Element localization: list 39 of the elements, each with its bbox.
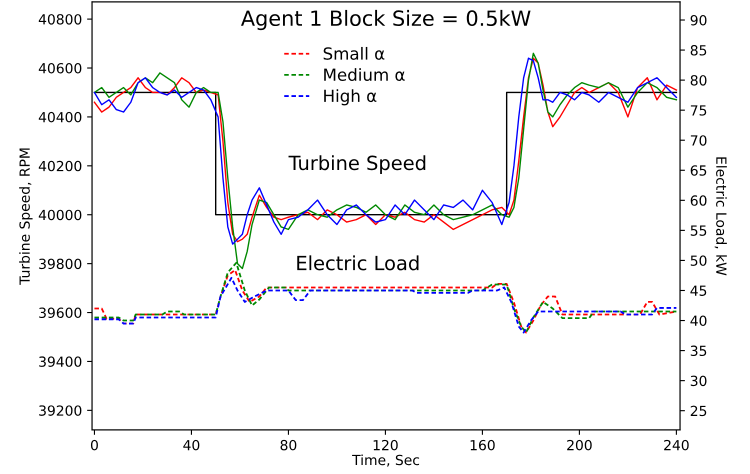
x-tick-label: 240: [664, 440, 689, 450]
y-tick-label: 40800: [38, 14, 82, 25]
x-tick-label: 40: [183, 440, 200, 450]
chart-title: Agent 1 Block Size = 0.5kW: [240, 10, 531, 30]
y2-axis-title: Electric Load, kW: [714, 157, 727, 276]
y2-tick-label: 90: [690, 14, 706, 26]
x-tick-label: 0: [90, 440, 98, 450]
y-tick-label: 39600: [39, 308, 82, 318]
y2-tick-label: 80: [690, 75, 706, 86]
y-tick-label: 40000: [38, 210, 82, 220]
y-tick-label: 39800: [39, 258, 82, 270]
y2-tick-label: 25: [690, 406, 706, 416]
x-tick-label: 120: [374, 440, 398, 450]
y-tick-label: 40400: [38, 112, 82, 122]
y2-tick-label: 55: [690, 226, 706, 236]
y-tick-label: 39200: [39, 405, 82, 416]
x-tick-label: 80: [280, 440, 296, 450]
y2-tick-label: 85: [690, 45, 706, 56]
y-tick-label: 40600: [38, 62, 82, 74]
y2-tick-label: 40: [690, 316, 706, 326]
y2-tick-label: 70: [690, 135, 706, 146]
y2-tick-label: 60: [690, 195, 706, 206]
y2-tick-label: 30: [690, 376, 706, 386]
x-axis-title: Time, Sec: [352, 454, 420, 467]
y-tick-label: 40200: [38, 160, 82, 172]
y2-tick-label: 75: [690, 105, 706, 116]
y-tick-label: 39400: [39, 356, 82, 367]
y2-tick-label: 35: [690, 346, 706, 356]
x-tick-label: 160: [470, 440, 495, 450]
legend-label: Small α: [324, 46, 384, 60]
y2-tick-label: 50: [690, 255, 706, 266]
legend-label: High α: [324, 89, 376, 106]
legend-label: Medium α: [324, 68, 405, 81]
y-axis-title: Turbine Speed, RPM: [19, 148, 33, 285]
y2-tick-label: 65: [690, 165, 706, 176]
x-tick-label: 200: [567, 440, 592, 450]
annotation: Turbine Speed: [288, 155, 426, 174]
annotation: Electric Load: [297, 255, 418, 270]
y2-tick-label: 45: [690, 286, 706, 296]
